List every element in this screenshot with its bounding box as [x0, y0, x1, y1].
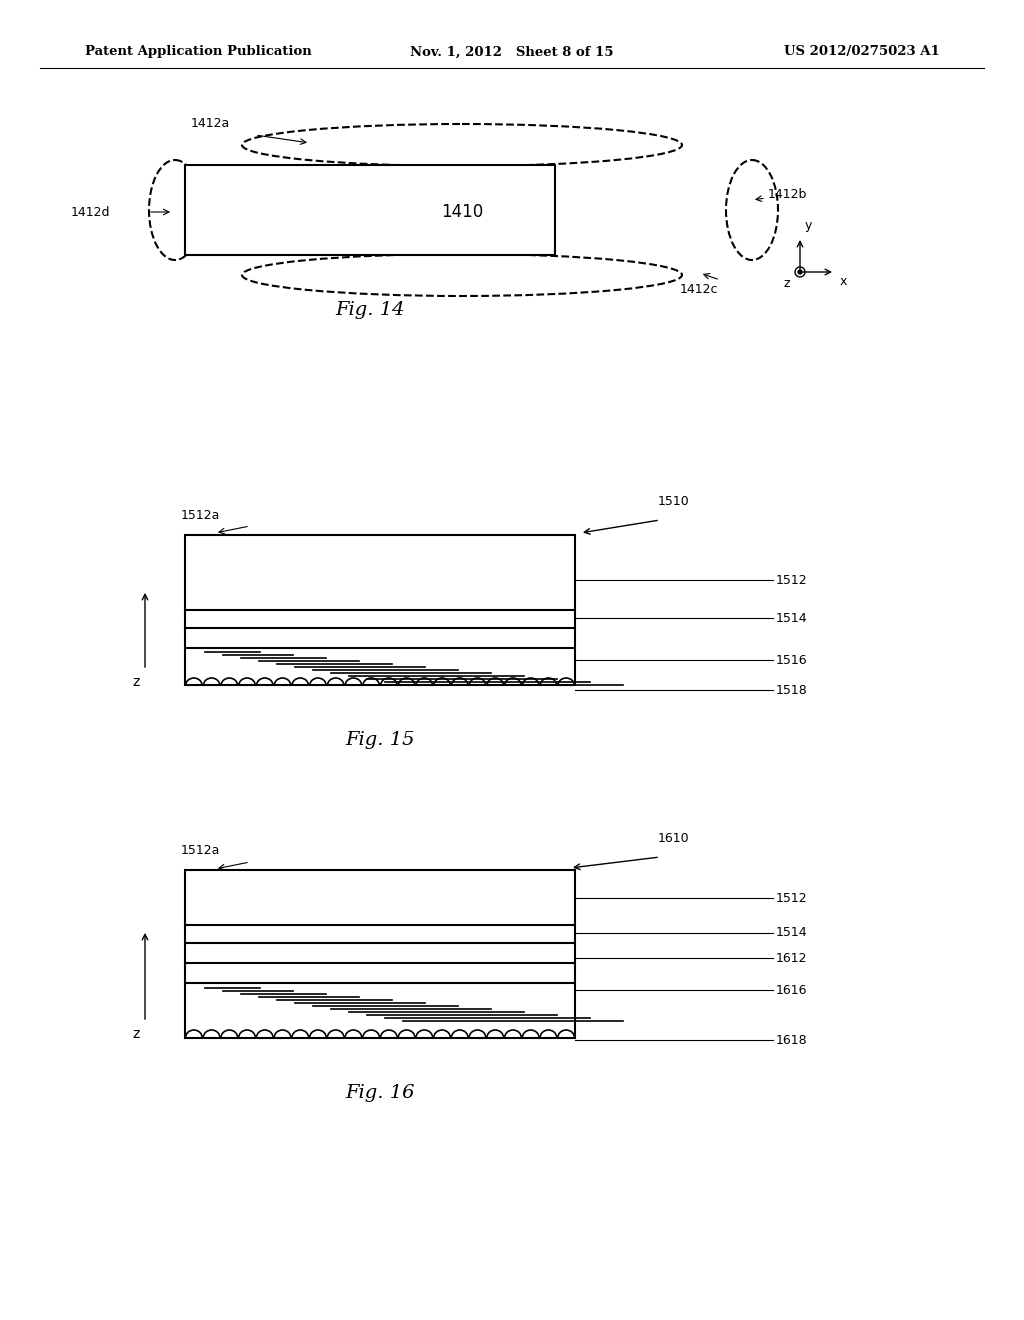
Text: 1510: 1510 — [658, 495, 690, 508]
Text: Patent Application Publication: Patent Application Publication — [85, 45, 311, 58]
Bar — [185, 870, 575, 1038]
Text: 1512a: 1512a — [180, 843, 220, 857]
Text: US 2012/0275023 A1: US 2012/0275023 A1 — [784, 45, 940, 58]
Bar — [185, 165, 555, 255]
Circle shape — [798, 271, 802, 275]
Text: Nov. 1, 2012   Sheet 8 of 15: Nov. 1, 2012 Sheet 8 of 15 — [411, 45, 613, 58]
Text: 1412b: 1412b — [768, 189, 807, 202]
Text: z: z — [133, 675, 140, 689]
Text: 1512: 1512 — [776, 891, 808, 904]
Text: 1610: 1610 — [658, 832, 689, 845]
Bar — [185, 535, 575, 685]
Text: 1618: 1618 — [776, 1034, 808, 1047]
Ellipse shape — [242, 253, 682, 296]
Text: 1612: 1612 — [776, 952, 808, 965]
Ellipse shape — [150, 160, 201, 260]
Text: 1512a: 1512a — [180, 510, 220, 521]
Text: Fig. 14: Fig. 14 — [335, 301, 404, 319]
Text: 1516: 1516 — [776, 653, 808, 667]
Text: 1512: 1512 — [776, 573, 808, 586]
Text: 1518: 1518 — [776, 684, 808, 697]
Text: 1410: 1410 — [441, 203, 483, 220]
Text: 1412d: 1412d — [71, 206, 110, 219]
Text: z: z — [783, 277, 790, 290]
Text: x: x — [840, 275, 848, 288]
Ellipse shape — [726, 160, 778, 260]
Ellipse shape — [242, 124, 682, 166]
Text: 1514: 1514 — [776, 927, 808, 940]
Text: 1616: 1616 — [776, 983, 808, 997]
Text: Fig. 16: Fig. 16 — [345, 1084, 415, 1102]
Text: 1412c: 1412c — [680, 282, 719, 296]
Text: Fig. 15: Fig. 15 — [345, 731, 415, 748]
Text: y: y — [805, 219, 812, 232]
Text: 1514: 1514 — [776, 611, 808, 624]
Text: z: z — [133, 1027, 140, 1041]
Text: 1412a: 1412a — [190, 117, 230, 129]
